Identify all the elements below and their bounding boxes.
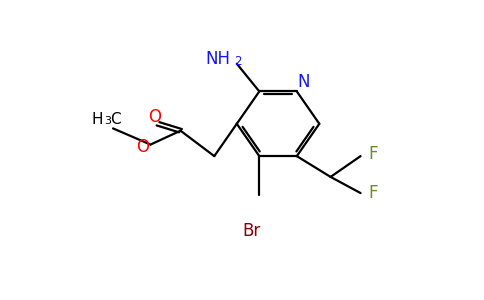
Text: F: F [369,145,378,163]
Text: 3: 3 [104,116,111,127]
Text: 2: 2 [234,56,242,68]
Text: Br: Br [242,222,261,240]
Text: C: C [110,112,121,127]
Text: O: O [148,108,161,126]
Text: F: F [369,184,378,202]
Text: H: H [91,112,103,127]
Text: N: N [297,73,310,91]
Text: NH: NH [205,50,230,68]
Text: O: O [136,138,149,156]
